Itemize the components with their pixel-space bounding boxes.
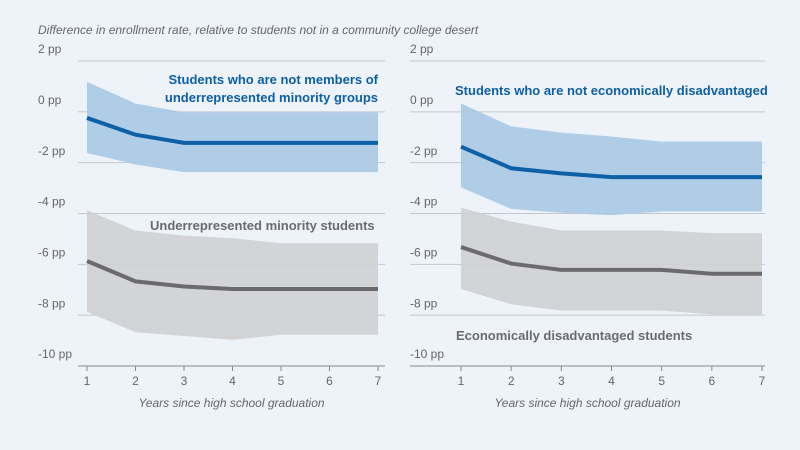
x-tick-label: 2 <box>132 374 139 388</box>
confidence-band <box>87 210 378 340</box>
series-label: Students who are not economically disadv… <box>455 83 768 98</box>
line <box>460 245 762 276</box>
x-tick-label: 7 <box>375 374 382 388</box>
line <box>86 116 378 145</box>
series-label: Economically disadvantaged students <box>456 328 693 343</box>
series-label: Students who are not members of underrep… <box>164 72 378 105</box>
x-tick-label: 1 <box>84 374 91 388</box>
y-tick-label: -4 pp <box>410 195 438 209</box>
y-tick-label: -4 pp <box>38 195 66 209</box>
x-axis-title: Years since high school graduation <box>494 396 680 410</box>
y-tick-label: -2 pp <box>38 144 66 158</box>
series-label: Underrepresented minority students <box>150 218 375 233</box>
y-tick-label: -8 pp <box>38 296 66 310</box>
x-tick-label: 6 <box>708 374 715 388</box>
line <box>86 259 378 291</box>
x-tick-label: 5 <box>658 374 665 388</box>
confidence-band <box>461 103 762 216</box>
x-axis-title: Years since high school graduation <box>138 396 324 410</box>
y-tick-label: -10 pp <box>410 347 444 361</box>
y-tick-label: 2 pp <box>410 42 434 56</box>
x-tick-label: 6 <box>326 374 333 388</box>
x-tick-label: 3 <box>558 374 565 388</box>
line <box>460 144 762 180</box>
y-axis-title: Difference in enrollment rate, relative … <box>38 23 479 37</box>
y-tick-label: 0 pp <box>38 93 62 107</box>
y-tick-label: -6 pp <box>38 246 66 260</box>
x-tick-label: 5 <box>278 374 285 388</box>
y-tick-label: 2 pp <box>38 42 62 56</box>
x-tick-label: 3 <box>181 374 188 388</box>
x-tick-label: 4 <box>608 374 615 388</box>
y-tick-label: -6 pp <box>410 246 438 260</box>
y-tick-label: -8 pp <box>410 296 438 310</box>
x-tick-label: 4 <box>229 374 236 388</box>
y-tick-label: -10 pp <box>38 347 72 361</box>
y-tick-label: 0 pp <box>410 93 434 107</box>
x-tick-label: 2 <box>508 374 515 388</box>
x-tick-label: 1 <box>458 374 465 388</box>
confidence-band <box>461 207 762 315</box>
x-tick-label: 7 <box>759 374 766 388</box>
y-tick-label: -2 pp <box>410 144 438 158</box>
confidence-band <box>87 81 378 173</box>
